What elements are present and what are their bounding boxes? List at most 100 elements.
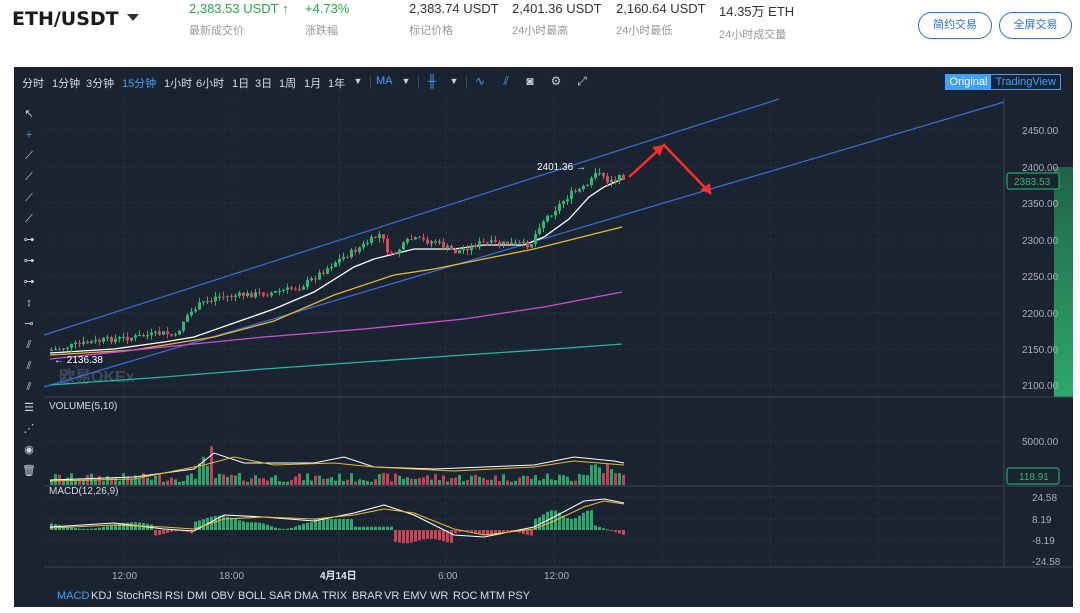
price-line-icon[interactable]: ⊸ [24, 318, 34, 330]
fib-channel-icon[interactable]: ⫽ [26, 360, 32, 372]
chart-mode-tabs: Original TradingView [944, 74, 1061, 90]
macd-bar [614, 530, 617, 533]
candle-body [342, 256, 345, 259]
candle-body [330, 266, 333, 269]
parallel-channel-icon[interactable]: ⫽ [26, 339, 32, 351]
indicator-tab[interactable]: WR [430, 590, 449, 602]
indicator-tab[interactable]: DMA [294, 590, 319, 602]
indicator-tab[interactable]: StochRSI [116, 590, 163, 602]
candle-body [70, 343, 73, 348]
volume-bar [134, 475, 137, 485]
crosshair-icon[interactable]: + [25, 129, 33, 141]
indicator-tab[interactable]: VR [384, 590, 400, 602]
interval-dropdown-icon[interactable]: ▼ [353, 76, 363, 86]
indicator-tab[interactable]: OBV [211, 590, 235, 602]
vertical-line-icon[interactable]: ↕ [26, 297, 32, 309]
horizontal-ray-icon[interactable]: ⊶ [23, 255, 35, 267]
extended-line-icon[interactable]: ⟋ [25, 192, 33, 204]
indicator-tab[interactable]: BRAR [352, 590, 383, 602]
stat-value: +4.73% [305, 1, 350, 16]
indicator-tab[interactable]: BOLL [238, 590, 267, 602]
interval-tab[interactable]: 1周 [279, 78, 297, 90]
macd-bar [166, 530, 169, 533]
indicator-select[interactable]: MA [376, 75, 393, 87]
header-bar: ETH/USDT 2,383.53 USDT ↑ 最新成交价 +4.73% 涨跌… [0, 0, 1080, 60]
fullscreen-trade-button[interactable]: 全屏交易 [999, 12, 1072, 39]
volume-bar [574, 480, 577, 485]
macd-bar [190, 530, 193, 534]
ray-line-icon[interactable]: ⟋ [25, 171, 33, 183]
candle-body [218, 296, 221, 298]
candle-type-icon[interactable]: ╫ [427, 74, 437, 88]
candle-dropdown-icon[interactable]: ▼ [449, 76, 459, 86]
simple-trade-button[interactable]: 简约交易 [918, 12, 992, 39]
macd-bar [374, 526, 377, 530]
line-tool-icon[interactable]: ∿ [474, 74, 486, 88]
interval-tab[interactable]: 1年 [328, 78, 346, 90]
interval-tab-active[interactable]: 15分钟 [122, 78, 157, 90]
volume-bar [234, 475, 237, 485]
tab-original[interactable]: Original [945, 75, 992, 89]
candle-body [390, 252, 393, 254]
trash-icon[interactable]: 🗑 [22, 465, 36, 477]
volume-bar [594, 464, 597, 485]
volume-bar [74, 480, 77, 485]
segment-icon[interactable]: ⟋ [25, 213, 33, 225]
volume-bar [194, 478, 197, 485]
indicator-tab[interactable]: KDJ [91, 590, 112, 602]
indicator-dropdown-icon[interactable]: ▼ [401, 76, 411, 86]
indicator-tab[interactable]: TRIX [322, 590, 348, 602]
indicator-bar: MACD KDJ StochRSI RSI DMI OBV BOLL SAR D… [14, 587, 1073, 607]
volume-bar [550, 479, 553, 485]
horizontal-segment-icon[interactable]: ⊶ [23, 276, 35, 288]
candle-body [578, 188, 581, 192]
indicator-tab[interactable]: PSY [508, 590, 531, 602]
candle-body [130, 337, 133, 341]
interval-tab[interactable]: 1日 [232, 78, 250, 90]
eye-icon[interactable]: ◉ [24, 444, 34, 456]
volume-bar [286, 481, 289, 485]
fib-fan-icon[interactable]: ⋰ [23, 423, 35, 435]
candle-body [566, 199, 569, 202]
volume-bar [414, 479, 417, 485]
volume-bar [618, 473, 621, 485]
interval-tab[interactable]: 3分钟 [86, 78, 115, 90]
indicator-tab[interactable]: ROC [453, 590, 478, 602]
volume-bar [114, 478, 117, 485]
pair-title[interactable]: ETH/USDT [12, 8, 119, 30]
channel-line-upper[interactable] [43, 98, 780, 336]
interval-tab[interactable]: 1月 [304, 78, 322, 90]
interval-tab[interactable]: 6小时 [196, 78, 225, 90]
indicator-tab[interactable]: MTM [480, 590, 506, 602]
fullscreen-icon[interactable]: ⤢ [577, 74, 587, 88]
trend-line-icon[interactable]: ⟋ [25, 150, 33, 162]
macd-bar [618, 530, 621, 534]
volume-bar [514, 480, 517, 485]
indicator-tab[interactable]: SAR [269, 590, 292, 602]
interval-tab[interactable]: 3日 [255, 78, 273, 90]
candle-body [354, 249, 357, 252]
interval-tab[interactable]: 1小时 [164, 78, 193, 90]
indicator-tab[interactable]: EMV [403, 590, 427, 602]
macd-bar [562, 515, 565, 530]
candle-body [102, 338, 105, 342]
fib-retracement-icon[interactable]: ☰ [24, 402, 34, 414]
macd-bar [90, 528, 93, 530]
candle-body [510, 242, 513, 245]
tab-tradingview[interactable]: TradingView [995, 76, 1056, 88]
candle-body [134, 335, 137, 338]
interval-tab[interactable]: 分时 [22, 78, 44, 90]
gear-icon[interactable]: ⚙ [550, 74, 562, 88]
draw-tool-icon[interactable]: ⫽ [503, 74, 509, 88]
pitchfork-icon[interactable]: ⫽ [26, 381, 32, 393]
camera-icon[interactable]: ◙ [526, 74, 534, 88]
indicator-tab[interactable]: DMI [187, 590, 208, 602]
cursor-icon[interactable]: ↖ [24, 108, 34, 120]
indicator-tab-active[interactable]: MACD [57, 590, 90, 602]
interval-tab[interactable]: 1分钟 [52, 78, 81, 90]
horizontal-line-icon[interactable]: ⊶ [23, 234, 35, 246]
volume-bar [510, 481, 513, 485]
pair-dropdown-caret-icon[interactable] [127, 14, 139, 21]
macd-bar [354, 526, 357, 530]
indicator-tab[interactable]: RSI [165, 590, 184, 602]
